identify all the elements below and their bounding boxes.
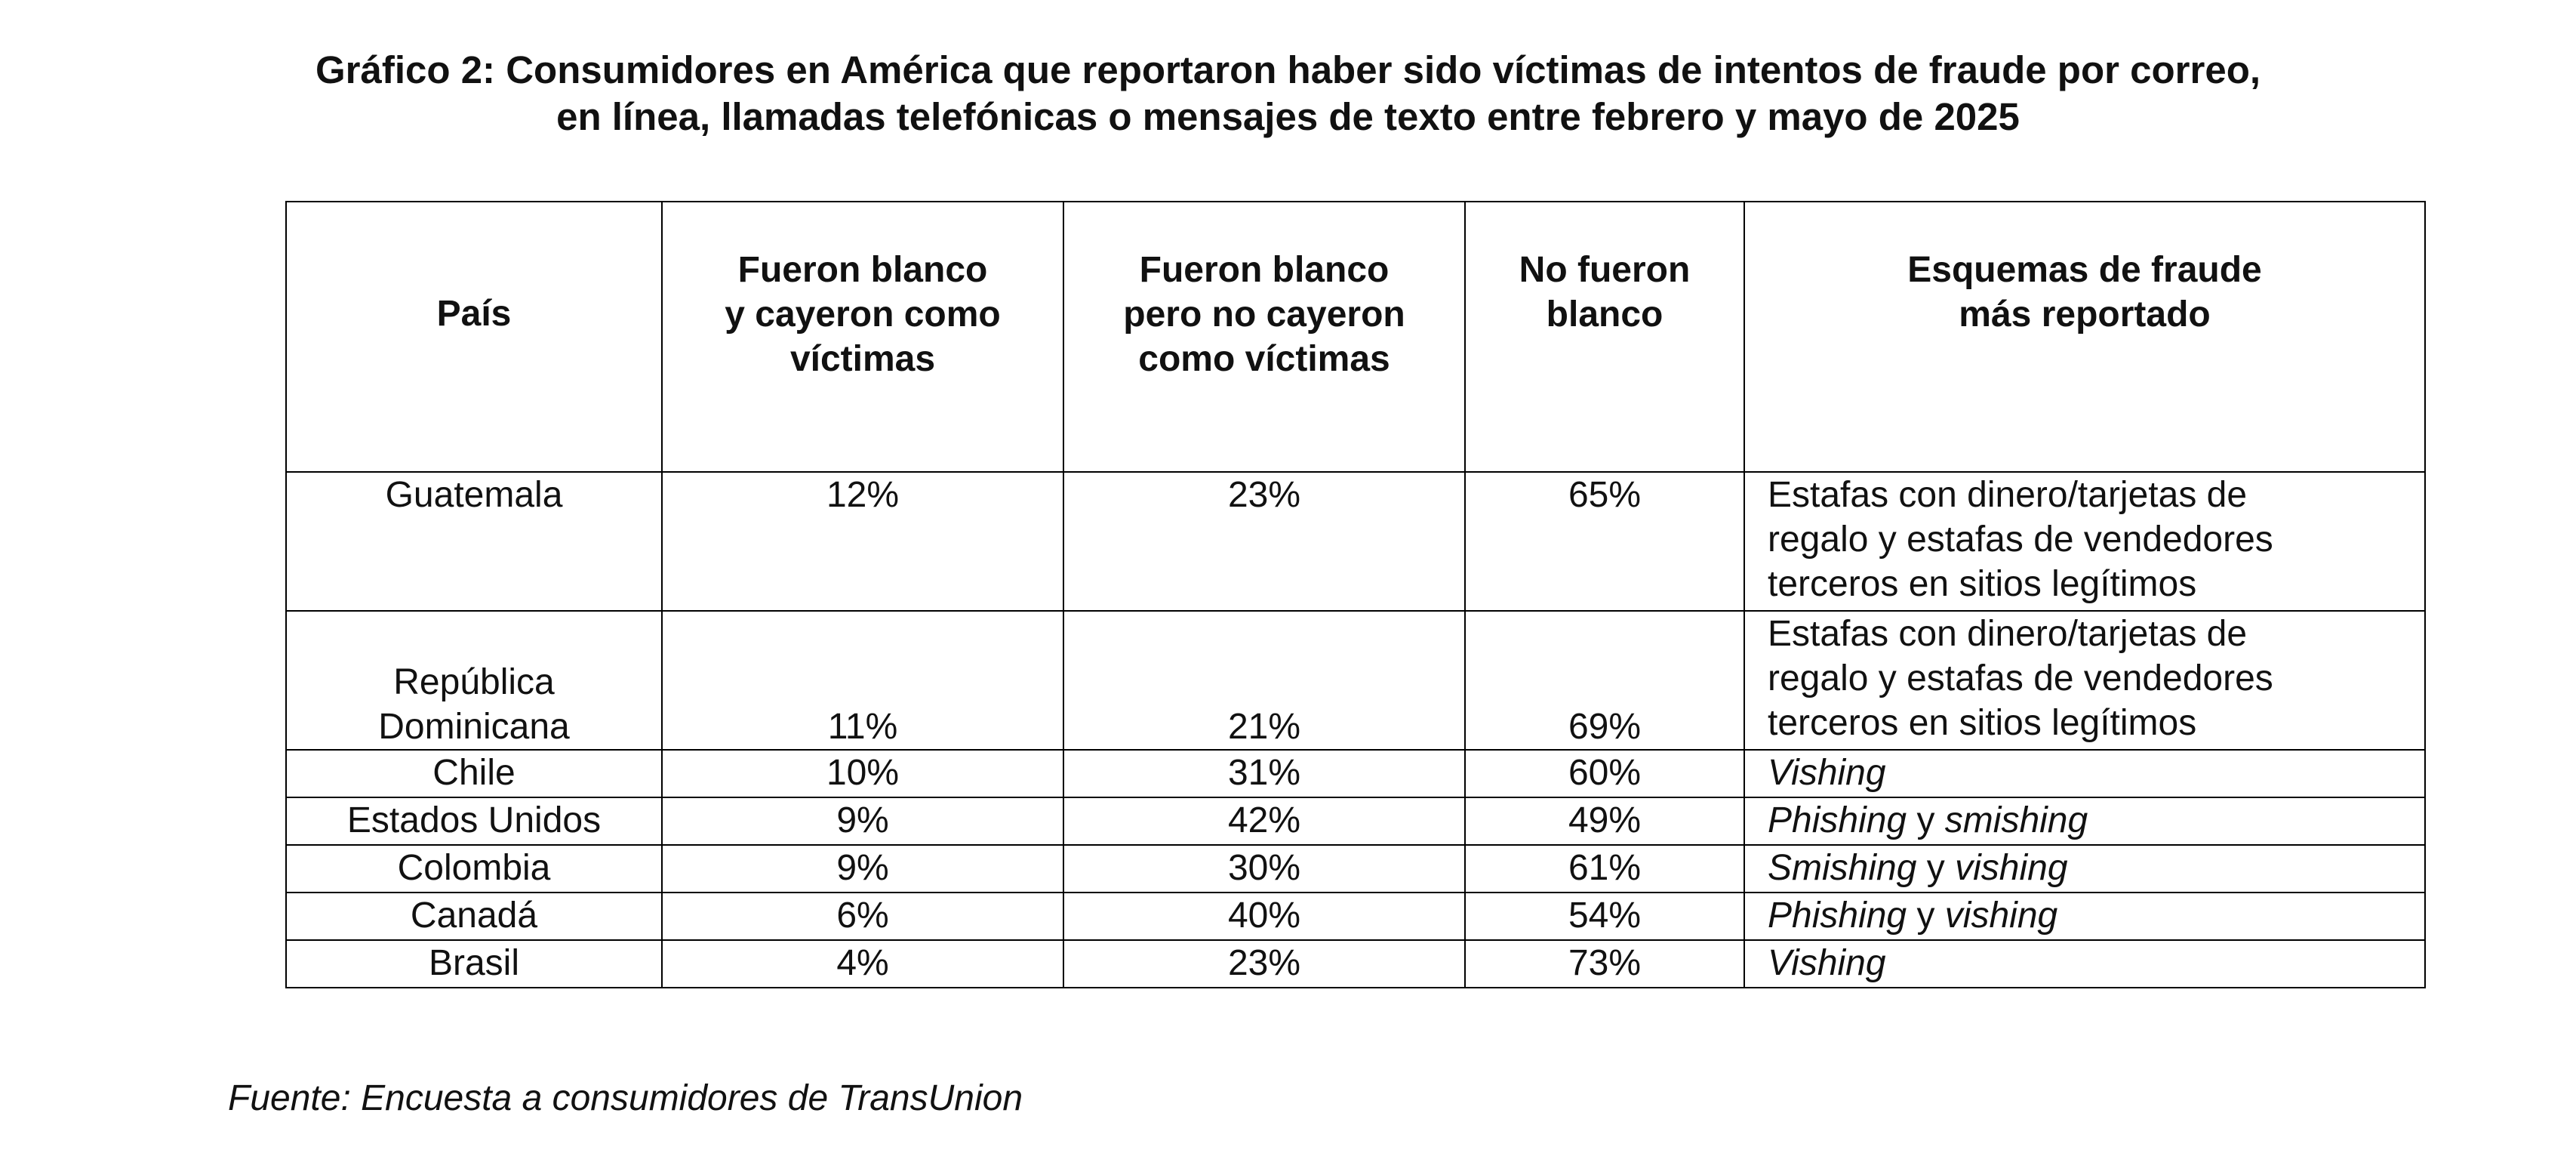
header-country: País	[285, 201, 663, 473]
cell-not-targeted: 49%	[1464, 797, 1745, 846]
table-row: Chile 10% 31% 60% Vishing	[285, 749, 2426, 798]
cell-scheme: Vishing	[1743, 749, 2426, 798]
table-row: Brasil 4% 23% 73% Vishing	[285, 939, 2426, 988]
title-line-2: en línea, llamadas telefónicas o mensaje…	[556, 95, 2020, 138]
cell-targeted-victims: 9%	[661, 844, 1064, 893]
cell-country: Brasil	[285, 939, 663, 988]
header-not-targeted: No fueron blanco	[1464, 201, 1745, 473]
cell-targeted-not-victims: 23%	[1063, 939, 1466, 988]
cell-scheme: Estafas con dinero/tarjetas de regalo y …	[1743, 471, 2426, 612]
cell-scheme: Phishing y smishing	[1743, 797, 2426, 846]
cell-not-targeted: 69%	[1464, 610, 1745, 751]
cell-not-targeted: 54%	[1464, 892, 1745, 941]
cell-not-targeted: 73%	[1464, 939, 1745, 988]
cell-country: Canadá	[285, 892, 663, 941]
cell-country: República Dominicana	[285, 610, 663, 751]
header-targeted-victims: Fueron blanco y cayeron como víctimas	[661, 201, 1064, 473]
table-header-row: País Fueron blanco y cayeron como víctim…	[285, 201, 2426, 473]
cell-country: Estados Unidos	[285, 797, 663, 846]
cell-targeted-not-victims: 42%	[1063, 797, 1466, 846]
cell-targeted-victims: 6%	[661, 892, 1064, 941]
cell-targeted-not-victims: 23%	[1063, 471, 1466, 612]
cell-targeted-not-victims: 30%	[1063, 844, 1466, 893]
cell-country: Chile	[285, 749, 663, 798]
table-row: República Dominicana 11% 21% 69% Estafas…	[285, 610, 2426, 751]
cell-scheme: Phishing y vishing	[1743, 892, 2426, 941]
cell-not-targeted: 61%	[1464, 844, 1745, 893]
cell-scheme: Estafas con dinero/tarjetas de regalo y …	[1743, 610, 2426, 751]
table-row: Colombia 9% 30% 61% Smishing y vishing	[285, 844, 2426, 893]
document-title: Gráfico 2: Consumidores en América que r…	[0, 47, 2576, 140]
table-row: Estados Unidos 9% 42% 49% Phishing y smi…	[285, 797, 2426, 846]
cell-targeted-victims: 4%	[661, 939, 1064, 988]
source-note: Fuente: Encuesta a consumidores de Trans…	[228, 1078, 1023, 1118]
fraud-table: País Fueron blanco y cayeron como víctim…	[285, 201, 2426, 988]
cell-targeted-not-victims: 21%	[1063, 610, 1466, 751]
cell-targeted-not-victims: 31%	[1063, 749, 1466, 798]
cell-not-targeted: 65%	[1464, 471, 1745, 612]
header-schemes: Esquemas de fraude más reportado	[1743, 201, 2426, 473]
table-row: Guatemala 12% 23% 65% Estafas con dinero…	[285, 471, 2426, 612]
cell-scheme: Vishing	[1743, 939, 2426, 988]
cell-country: Colombia	[285, 844, 663, 893]
header-targeted-not-victims: Fueron blanco pero no cayeron como vícti…	[1063, 201, 1466, 473]
table-row: Canadá 6% 40% 54% Phishing y vishing	[285, 892, 2426, 941]
cell-scheme: Smishing y vishing	[1743, 844, 2426, 893]
cell-targeted-victims: 10%	[661, 749, 1064, 798]
cell-targeted-victims: 11%	[661, 610, 1064, 751]
title-line-1: Gráfico 2: Consumidores en América que r…	[315, 48, 2261, 91]
cell-country: Guatemala	[285, 471, 663, 612]
cell-targeted-victims: 12%	[661, 471, 1064, 612]
cell-targeted-victims: 9%	[661, 797, 1064, 846]
cell-targeted-not-victims: 40%	[1063, 892, 1466, 941]
cell-not-targeted: 60%	[1464, 749, 1745, 798]
